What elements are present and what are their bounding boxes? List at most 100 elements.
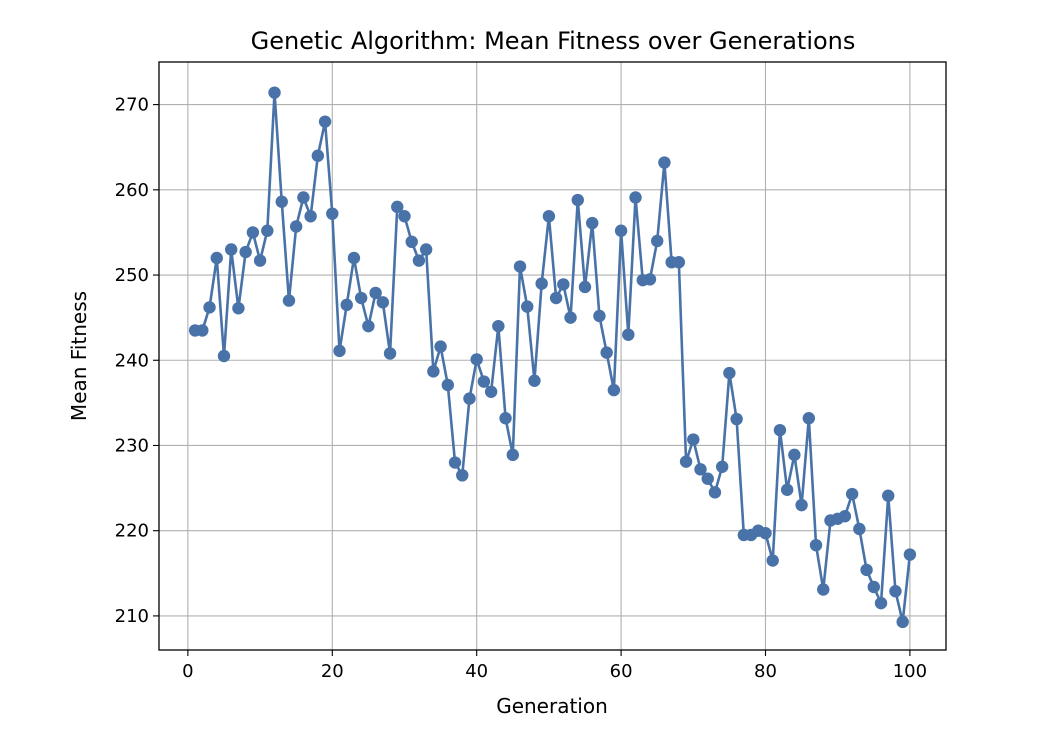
data-point: [225, 243, 238, 256]
data-point: [196, 324, 209, 337]
data-point: [629, 191, 642, 204]
data-point: [253, 254, 267, 267]
data-point: [723, 366, 736, 380]
x-tick-label: 80: [754, 661, 777, 682]
data-point: [513, 260, 527, 273]
data-point: [845, 487, 859, 501]
y-tick-label: 240: [115, 350, 149, 371]
data-point: [795, 498, 808, 512]
data-point: [419, 243, 433, 256]
data-point: [412, 254, 426, 267]
data-point: [882, 489, 895, 502]
data-point: [484, 385, 498, 398]
data-point: [427, 365, 440, 378]
data-point: [261, 224, 274, 237]
data-point: [564, 311, 577, 324]
y-tick-label: 260: [115, 180, 149, 201]
data-point: [448, 456, 462, 469]
data-point: [210, 251, 223, 265]
data-point: [708, 486, 722, 499]
x-tick-label: 20: [321, 661, 344, 682]
x-tick-label: 0: [182, 661, 193, 682]
data-point: [463, 392, 476, 405]
data-point: [586, 216, 599, 230]
data-point: [600, 346, 613, 359]
data-point: [658, 156, 671, 169]
data-point: [354, 291, 368, 305]
data-point: [817, 583, 830, 596]
data-point: [499, 412, 512, 425]
data-point: [297, 191, 310, 204]
data-point: [239, 245, 252, 259]
data-point: [470, 353, 483, 366]
x-tick-label: 60: [610, 661, 633, 682]
data-point: [809, 538, 823, 552]
data-point: [889, 585, 902, 598]
data-point: [398, 210, 411, 223]
data-point: [643, 273, 657, 286]
data-point: [456, 469, 469, 482]
data-point: [896, 615, 909, 629]
data-point: [903, 548, 917, 561]
x-tick-label: 100: [893, 661, 927, 682]
data-point: [340, 298, 353, 312]
data-point: [405, 235, 418, 249]
x-tick-label: 40: [465, 661, 488, 682]
data-point: [217, 349, 231, 363]
data-point: [246, 226, 260, 239]
data-point: [687, 433, 700, 446]
data-point: [289, 220, 303, 233]
data-point: [874, 596, 888, 610]
data-point: [622, 328, 635, 341]
y-tick-label: 250: [115, 265, 149, 286]
data-point: [521, 300, 534, 313]
data-point: [506, 448, 519, 462]
data-point: [304, 210, 317, 223]
data-point: [701, 472, 714, 485]
data-point: [672, 256, 686, 269]
data-point: [535, 277, 548, 290]
data-point: [391, 200, 404, 214]
data-point: [477, 375, 491, 388]
data-point: [282, 294, 296, 307]
data-point: [203, 301, 216, 314]
series-group: [188, 86, 917, 629]
data-point: [441, 378, 455, 392]
data-point: [383, 347, 397, 360]
data-point: [860, 563, 873, 577]
data-point: [362, 319, 375, 333]
y-tick-label: 270: [115, 95, 149, 116]
plot-area-frame: [158, 61, 947, 651]
data-point: [232, 302, 245, 315]
data-point: [542, 210, 556, 223]
chart-title: Genetic Algorithm: Mean Fitness over Gen…: [251, 27, 856, 55]
data-point: [780, 483, 794, 496]
y-tick-label: 220: [115, 521, 149, 542]
data-point: [275, 195, 288, 208]
data-point: [773, 423, 787, 437]
data-point: [333, 344, 346, 358]
data-point: [578, 280, 592, 294]
data-point: [347, 251, 361, 265]
data-point: [571, 193, 584, 207]
data-point: [369, 286, 382, 300]
data-point: [268, 86, 281, 99]
data-point: [802, 412, 816, 425]
data-point: [650, 234, 664, 248]
data-point: [607, 383, 621, 397]
data-point: [326, 207, 339, 220]
data-point: [528, 374, 541, 387]
y-tick-label: 230: [115, 435, 149, 456]
data-point: [593, 309, 606, 323]
y-tick-label: 210: [115, 606, 149, 627]
data-point: [730, 412, 743, 426]
data-point: [614, 224, 628, 237]
series-line: [195, 91, 912, 624]
data-point: [838, 510, 852, 523]
data-point: [492, 319, 505, 333]
data-point: [867, 580, 880, 594]
data-point: [694, 463, 707, 476]
data-point: [557, 278, 570, 291]
data-point: [715, 460, 729, 473]
